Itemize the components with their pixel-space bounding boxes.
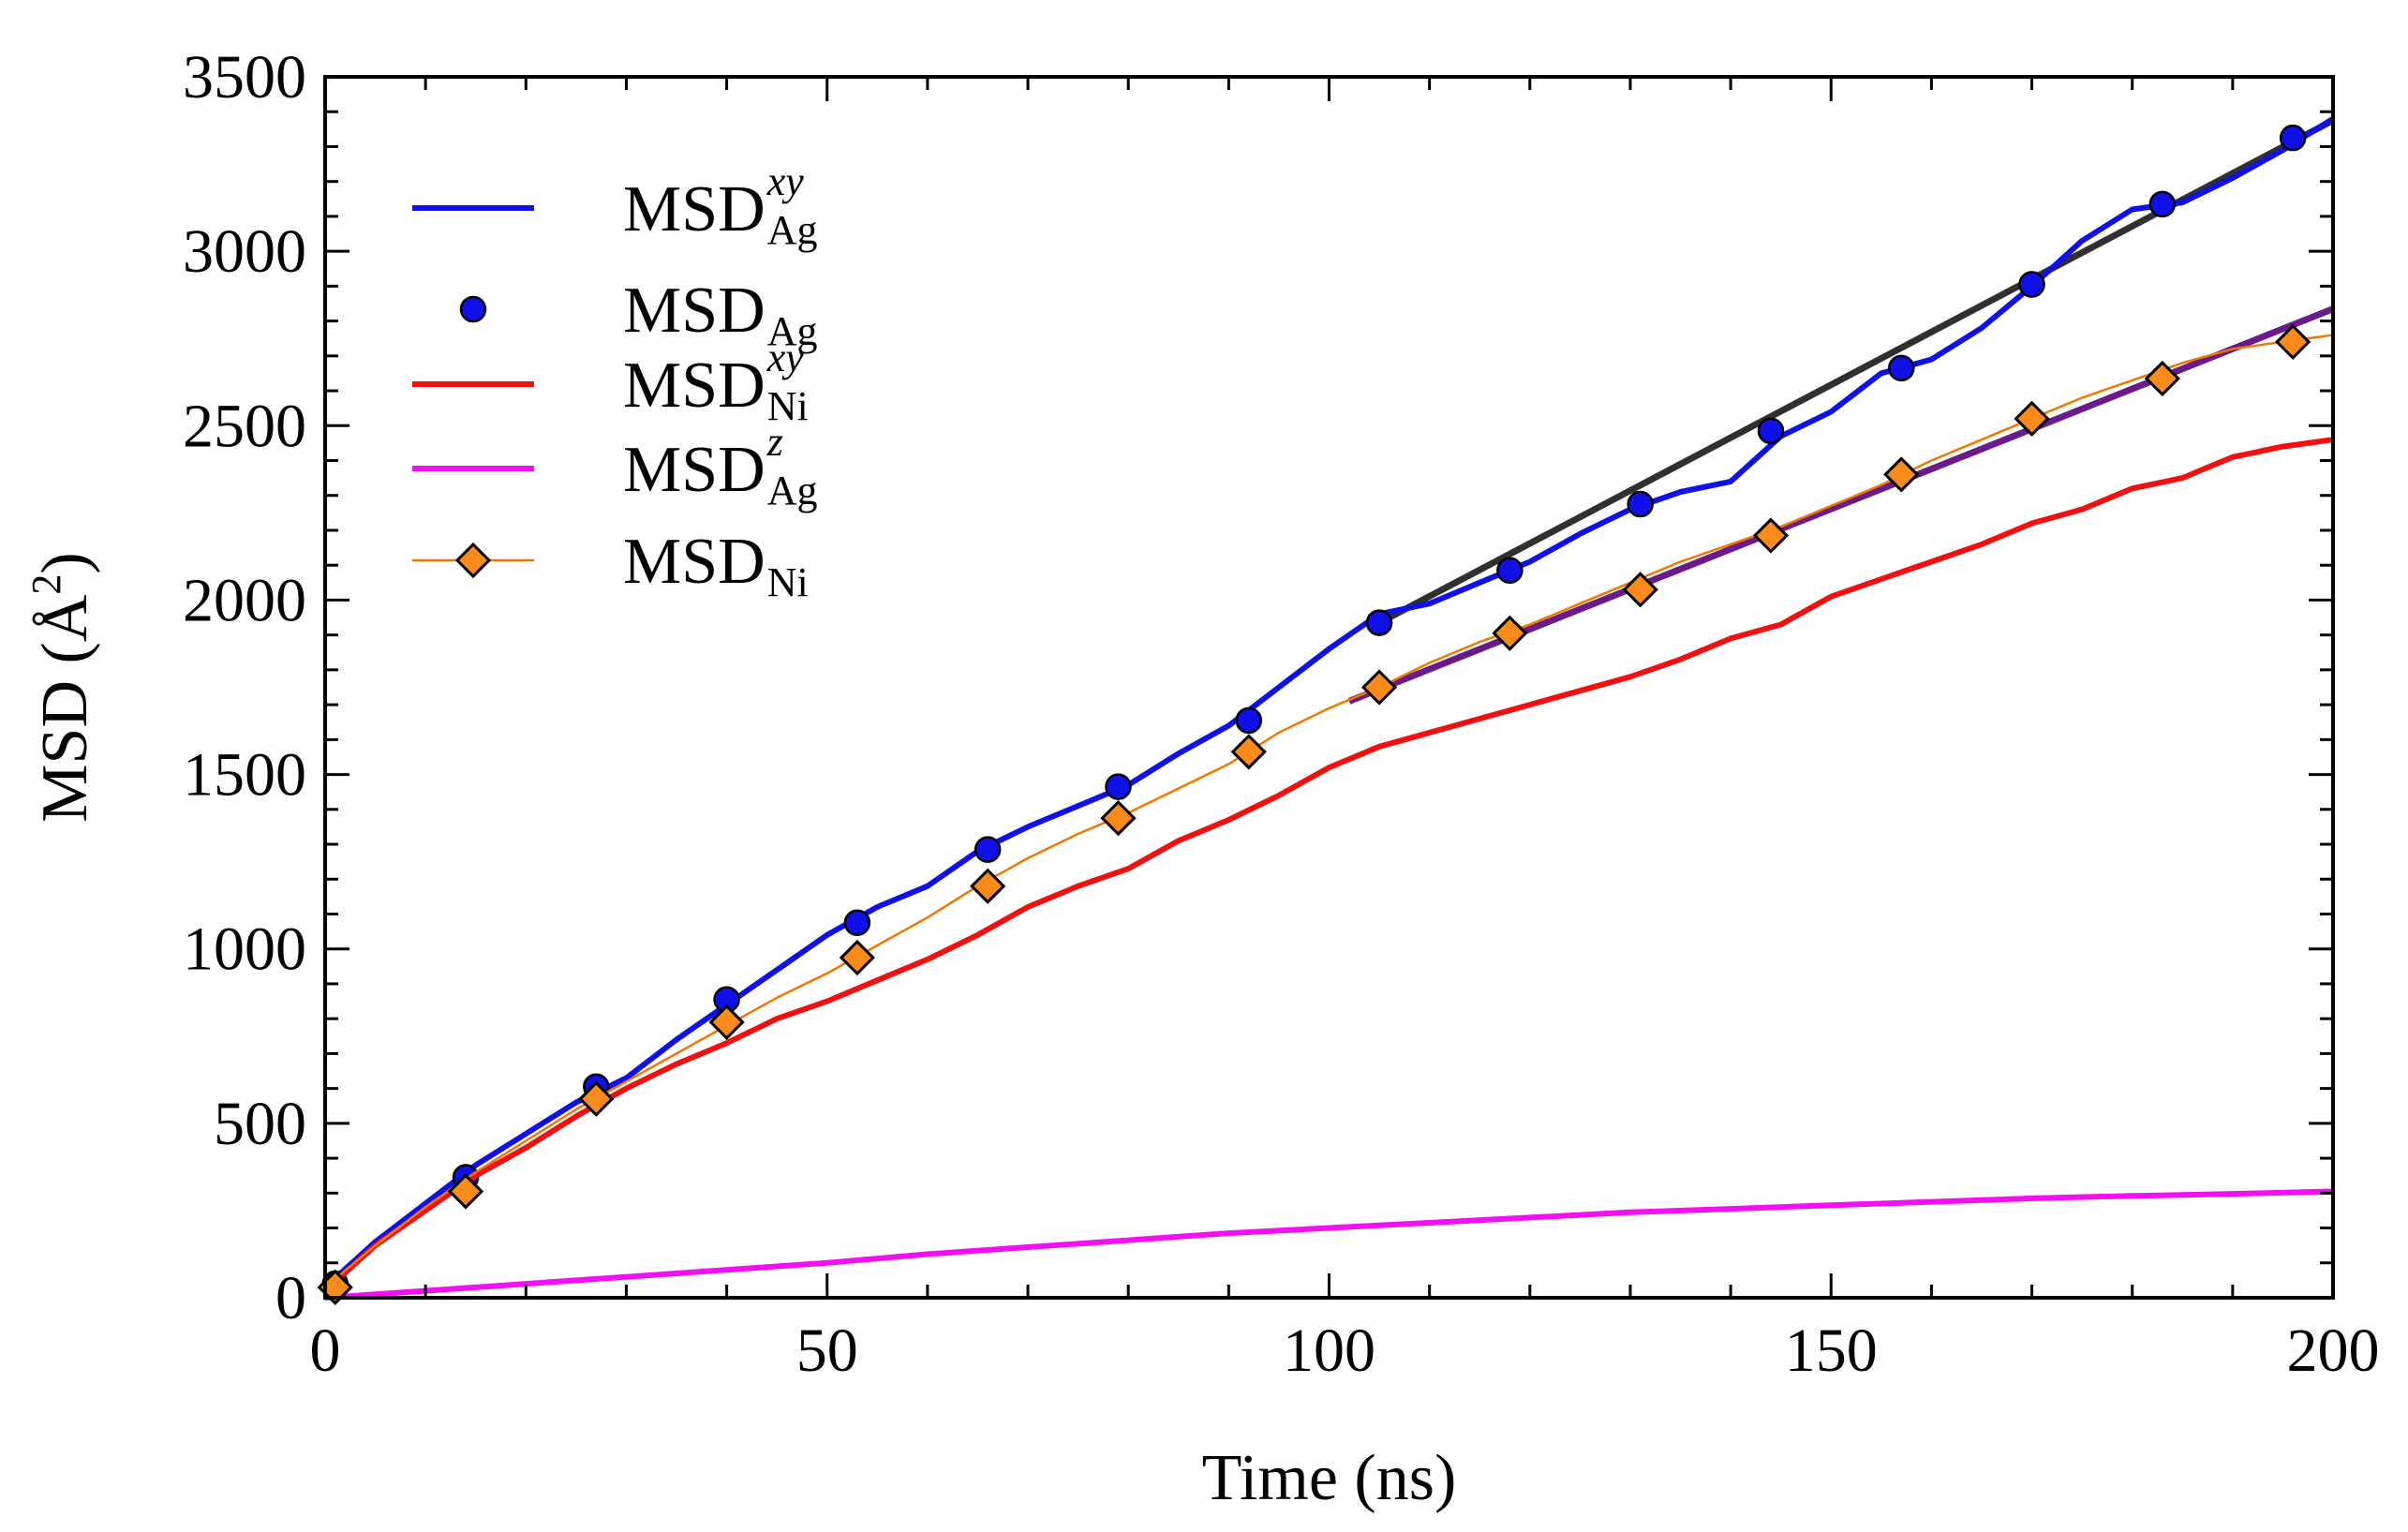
marker-msd_ag bbox=[1105, 773, 1132, 800]
y-tick-label: 2500 bbox=[183, 392, 306, 460]
x-axis-title: Time (ns) bbox=[1202, 1442, 1457, 1514]
series-msd_ni_xy bbox=[322, 437, 2334, 1293]
legend-label-sub: Ag bbox=[767, 468, 818, 513]
y-tick-label: 500 bbox=[214, 1090, 306, 1158]
x-tick-label: 50 bbox=[796, 1316, 858, 1385]
series-msd_ag_z bbox=[324, 1188, 2334, 1301]
y-axis-title: MSD (Å2) bbox=[23, 552, 101, 822]
fit-lines bbox=[1347, 117, 2335, 705]
fit-line-fit_ni bbox=[1347, 305, 2335, 705]
series-line-msd_ag_xy bbox=[322, 116, 2335, 1290]
marker-msd_ni bbox=[1100, 799, 1137, 837]
marker-msd_ag bbox=[1627, 490, 1654, 518]
y-tick-label: 3500 bbox=[183, 43, 306, 112]
x-tick-label: 100 bbox=[1283, 1316, 1375, 1385]
x-tick-labels: 0 50 100 150 200 bbox=[310, 1316, 2380, 1385]
marker-msd_ag bbox=[1235, 707, 1263, 735]
legend-label: MSD bbox=[623, 526, 766, 598]
marker-msd_ni bbox=[1752, 517, 1790, 554]
data-series bbox=[317, 116, 2335, 1305]
legend-item-msd_ag_z: MSD zAg bbox=[412, 419, 818, 513]
axis-ticks bbox=[323, 75, 2335, 1300]
marker-msd_ag bbox=[2018, 271, 2045, 298]
series-msd_ag_xy bbox=[322, 116, 2335, 1290]
marker-msd_ni bbox=[708, 1004, 745, 1041]
marker-msd_ni bbox=[2014, 400, 2050, 437]
legend-label: MSD bbox=[623, 350, 766, 422]
y-tick-labels: 0 500 1000 1500 2000 2500 3000 3500 bbox=[183, 43, 306, 1332]
legend-label-sub: Ag bbox=[767, 207, 818, 253]
legend-label: MSD bbox=[623, 434, 766, 506]
marker-msd_ni bbox=[2144, 360, 2180, 397]
marker-msd_ag bbox=[843, 909, 871, 937]
legend-label: MSD bbox=[623, 173, 766, 245]
legend-label-sub: Ni bbox=[767, 559, 809, 605]
series-line-msd_ni bbox=[324, 334, 2334, 1288]
y-axis-title-main: MSD (Å bbox=[29, 594, 101, 823]
y-axis-title-close: ) bbox=[29, 552, 101, 573]
y-tick-label: 0 bbox=[275, 1264, 306, 1332]
marker-msd_ag bbox=[1888, 354, 1915, 382]
legend-label: MSD bbox=[623, 275, 766, 347]
marker-msd_ni bbox=[2275, 323, 2311, 361]
x-tick-label: 150 bbox=[1785, 1316, 1878, 1385]
marker-msd_ag bbox=[1757, 417, 1785, 445]
marker-msd_ag bbox=[2279, 124, 2307, 152]
series-msd_ni bbox=[317, 323, 2334, 1305]
marker-msd_ni bbox=[1883, 456, 1920, 493]
marker-msd_ag bbox=[2148, 190, 2177, 218]
legend-label-sub: Ni bbox=[767, 383, 809, 429]
marker-msd_ni bbox=[839, 939, 876, 976]
legend-swatch bbox=[454, 542, 492, 579]
legend-item-msd_ni: MSD Ni bbox=[412, 526, 809, 605]
x-tick-label: 0 bbox=[310, 1316, 341, 1385]
legend-label-sup: z bbox=[766, 419, 783, 465]
legend-label-sup: xy bbox=[766, 158, 805, 204]
y-axis-title-sup: 2 bbox=[23, 574, 69, 595]
marker-msd_ag bbox=[1365, 609, 1393, 636]
series-line-msd_ag_z bbox=[324, 1188, 2334, 1301]
marker-msd_ag bbox=[974, 836, 1002, 863]
legend-label-sup: xy bbox=[766, 335, 805, 380]
y-tick-label: 2000 bbox=[183, 566, 306, 634]
marker-msd_ni bbox=[447, 1173, 484, 1210]
legend-label-sub: Ag bbox=[767, 308, 818, 354]
marker-msd_ni bbox=[1492, 615, 1528, 651]
plot-frame bbox=[323, 75, 2335, 1300]
marker-msd_ni bbox=[1360, 669, 1398, 706]
legend-item-msd_ag: MSD Ag bbox=[459, 275, 818, 354]
y-tick-label: 3000 bbox=[183, 217, 306, 286]
series-line-msd_ni_xy bbox=[322, 437, 2334, 1293]
series-msd_ag bbox=[321, 124, 2307, 1298]
marker-msd_ni bbox=[1230, 734, 1267, 770]
marker-msd_ni bbox=[578, 1080, 615, 1117]
marker-msd_ni bbox=[1622, 572, 1658, 608]
x-tick-label: 200 bbox=[2287, 1316, 2380, 1385]
y-tick-label: 1500 bbox=[183, 741, 306, 810]
marker-msd_ag bbox=[1496, 557, 1524, 585]
legend-swatch bbox=[459, 295, 487, 323]
y-tick-label: 1000 bbox=[183, 915, 306, 984]
marker-msd_ni bbox=[970, 868, 1006, 904]
